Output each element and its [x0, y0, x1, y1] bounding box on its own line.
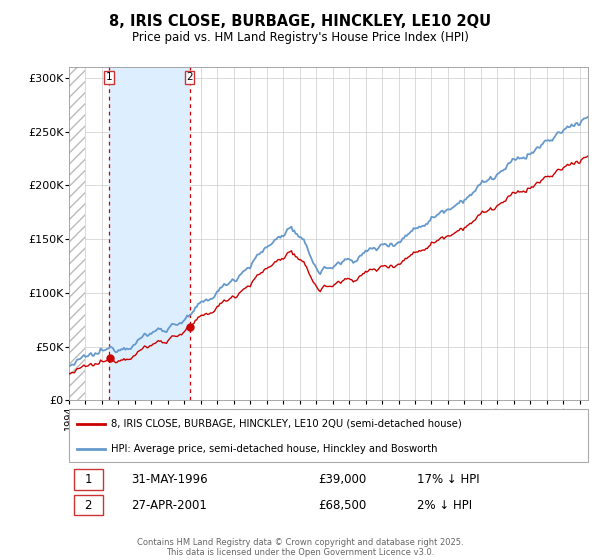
Text: 31-MAY-1996: 31-MAY-1996 — [131, 473, 208, 486]
Text: Price paid vs. HM Land Registry's House Price Index (HPI): Price paid vs. HM Land Registry's House … — [131, 31, 469, 44]
FancyBboxPatch shape — [74, 495, 103, 515]
Text: £68,500: £68,500 — [318, 498, 367, 512]
Text: 2: 2 — [186, 72, 193, 82]
Text: Contains HM Land Registry data © Crown copyright and database right 2025.
This d: Contains HM Land Registry data © Crown c… — [137, 538, 463, 557]
Text: HPI: Average price, semi-detached house, Hinckley and Bosworth: HPI: Average price, semi-detached house,… — [110, 444, 437, 454]
Text: 1: 1 — [85, 473, 92, 486]
Text: 17% ↓ HPI: 17% ↓ HPI — [417, 473, 479, 486]
Text: 2% ↓ HPI: 2% ↓ HPI — [417, 498, 472, 512]
Text: 2: 2 — [85, 498, 92, 512]
Text: 8, IRIS CLOSE, BURBAGE, HINCKLEY, LE10 2QU (semi-detached house): 8, IRIS CLOSE, BURBAGE, HINCKLEY, LE10 2… — [110, 419, 461, 429]
Text: £39,000: £39,000 — [318, 473, 367, 486]
FancyBboxPatch shape — [74, 469, 103, 489]
Bar — [69, 67, 85, 400]
Text: 27-APR-2001: 27-APR-2001 — [131, 498, 207, 512]
Text: 1: 1 — [106, 72, 112, 82]
Text: 8, IRIS CLOSE, BURBAGE, HINCKLEY, LE10 2QU: 8, IRIS CLOSE, BURBAGE, HINCKLEY, LE10 2… — [109, 14, 491, 29]
FancyBboxPatch shape — [69, 409, 588, 462]
Bar — [109, 67, 190, 400]
